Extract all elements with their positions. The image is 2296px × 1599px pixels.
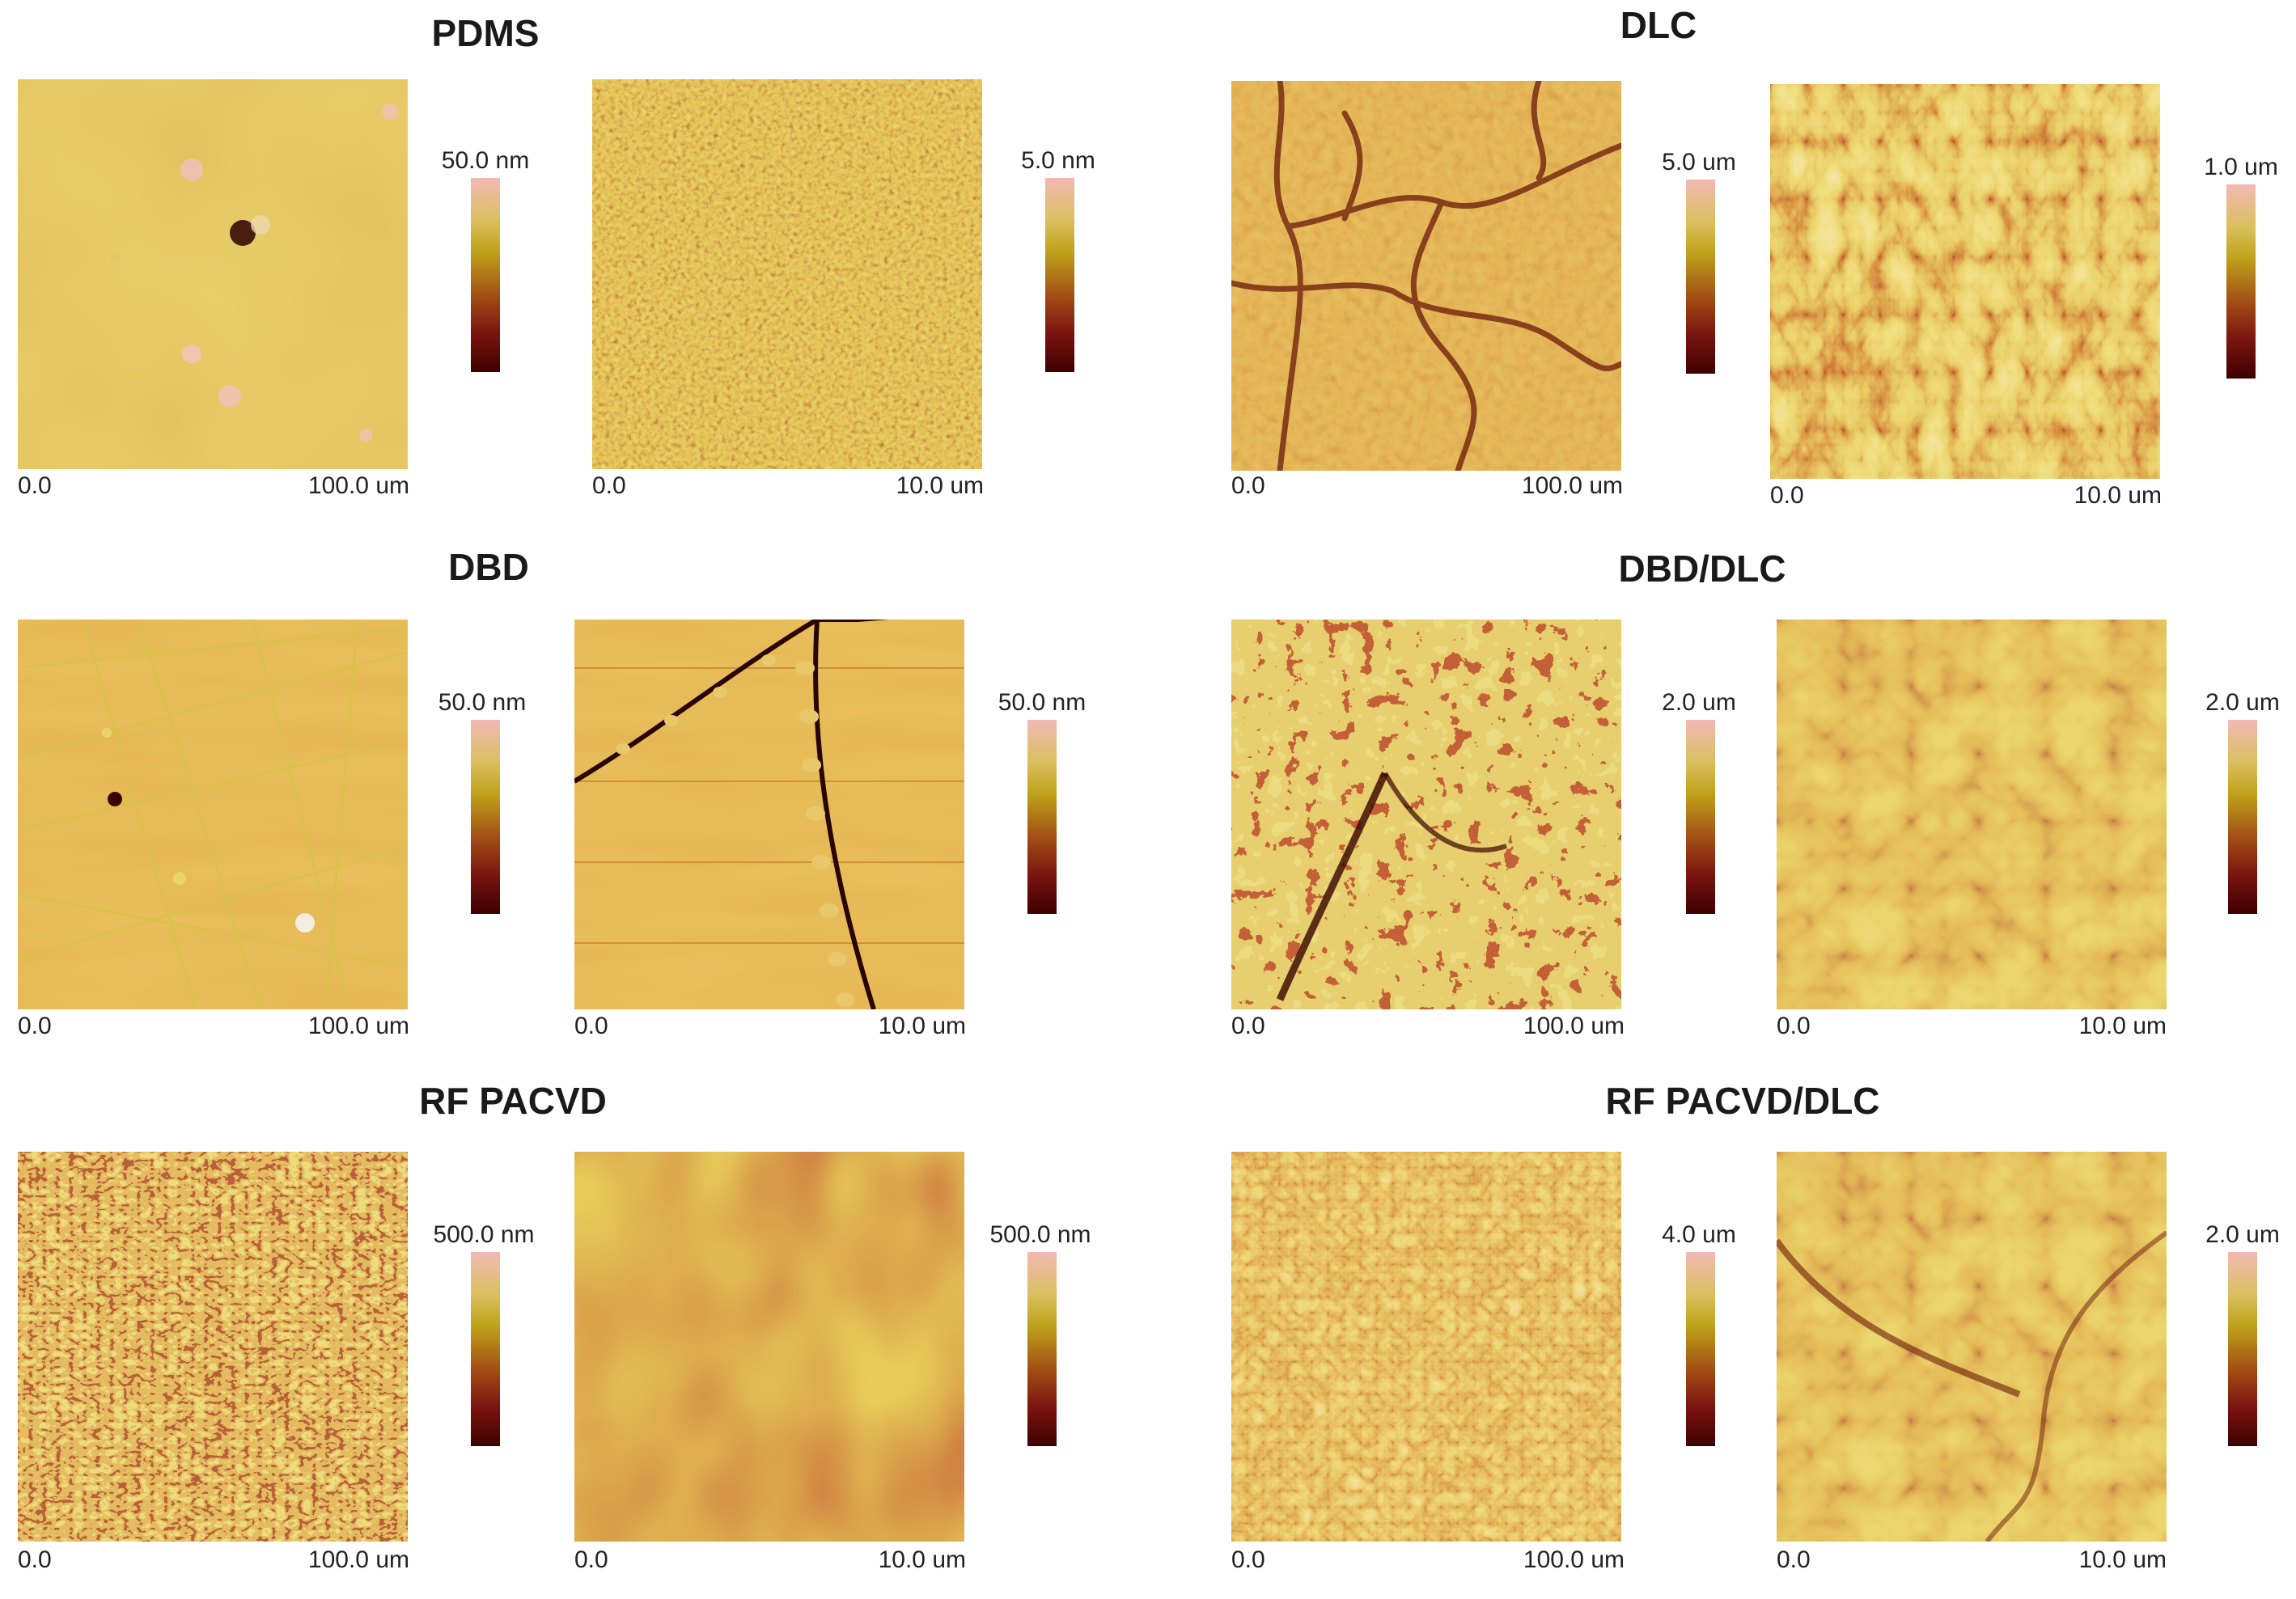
axis-end-rf-pacvd-10um: 10.0 um bbox=[878, 1546, 966, 1573]
scale-max-dlc-10um: 1.0 um bbox=[2204, 154, 2278, 180]
afm-image-dbd-10um bbox=[574, 620, 964, 1009]
colorbar-rf-pacvd-10um bbox=[1027, 1252, 1057, 1446]
colorbar-dbd-dlc-100um bbox=[1686, 720, 1715, 914]
axis-end-rf-pacvd-dlc-10um: 10.0 um bbox=[2078, 1546, 2167, 1573]
axis-start-rf-pacvd-10um: 0.0 bbox=[574, 1546, 608, 1573]
sample-title-dlc: DLC bbox=[1620, 4, 1697, 46]
afm-image-dbd-dlc-100um bbox=[1231, 620, 1621, 1009]
scale-max-dbd-100um: 50.0 nm bbox=[438, 689, 527, 716]
colorbar-dbd-10um bbox=[1027, 720, 1057, 914]
afm-image-dbd-dlc-10um bbox=[1777, 620, 2167, 1009]
afm-image-rf-pacvd-dlc-100um bbox=[1231, 1152, 1621, 1542]
axis-start-dbd-100um: 0.0 bbox=[18, 1013, 52, 1039]
axis-end-pdms-100um: 100.0 um bbox=[307, 472, 409, 499]
scale-max-dbd-dlc-10um: 2.0 um bbox=[2205, 689, 2280, 716]
colorbar-dlc-100um bbox=[1686, 180, 1715, 374]
colorbar-rf-pacvd-dlc-100um bbox=[1686, 1252, 1715, 1446]
axis-end-pdms-10um: 10.0 um bbox=[896, 472, 984, 499]
scale-max-dlc-100um: 5.0 um bbox=[1662, 149, 1736, 176]
sample-title-pdms: PDMS bbox=[431, 12, 540, 54]
axis-start-dlc-10um: 0.0 bbox=[1770, 482, 1804, 509]
colorbar-rf-pacvd-dlc-10um bbox=[2228, 1252, 2257, 1446]
scale-max-rf-pacvd-100um: 500.0 nm bbox=[433, 1221, 535, 1248]
sample-title-rf-pacvd-dlc: RF PACVD/DLC bbox=[1605, 1080, 1880, 1122]
axis-end-dbd-100um: 100.0 um bbox=[307, 1013, 409, 1039]
scale-max-rf-pacvd-10um: 500.0 nm bbox=[989, 1221, 1091, 1248]
axis-start-dbd-dlc-100um: 0.0 bbox=[1231, 1013, 1265, 1039]
colorbar-rf-pacvd-100um bbox=[471, 1252, 500, 1446]
afm-image-dlc-100um bbox=[1231, 81, 1621, 471]
axis-end-dlc-10um: 10.0 um bbox=[2074, 482, 2162, 509]
axis-end-rf-pacvd-dlc-100um: 100.0 um bbox=[1523, 1546, 1625, 1573]
afm-image-rf-pacvd-dlc-10um bbox=[1777, 1152, 2167, 1542]
sample-title-dbd-dlc: DBD/DLC bbox=[1618, 548, 1786, 590]
colorbar-dbd-100um bbox=[471, 720, 500, 914]
colorbar-pdms-10um bbox=[1045, 178, 1074, 372]
scale-max-dbd-10um: 50.0 nm bbox=[998, 689, 1087, 716]
colorbar-pdms-100um bbox=[471, 178, 500, 372]
axis-end-dbd-dlc-100um: 100.0 um bbox=[1523, 1013, 1625, 1039]
scale-max-rf-pacvd-dlc-100um: 4.0 um bbox=[1662, 1221, 1736, 1248]
colorbar-dbd-dlc-10um bbox=[2228, 720, 2257, 914]
afm-image-pdms-100um bbox=[18, 79, 408, 469]
axis-start-dbd-dlc-10um: 0.0 bbox=[1777, 1013, 1811, 1039]
scale-max-pdms-100um: 50.0 nm bbox=[441, 147, 530, 174]
axis-end-dbd-dlc-10um: 10.0 um bbox=[2078, 1013, 2167, 1039]
scale-max-rf-pacvd-dlc-10um: 2.0 um bbox=[2205, 1221, 2280, 1248]
axis-start-pdms-100um: 0.0 bbox=[18, 472, 52, 499]
sample-title-rf-pacvd: RF PACVD bbox=[419, 1080, 607, 1122]
axis-start-rf-pacvd-dlc-100um: 0.0 bbox=[1231, 1546, 1265, 1573]
axis-start-pdms-10um: 0.0 bbox=[592, 472, 626, 499]
afm-image-pdms-10um bbox=[592, 79, 982, 469]
axis-end-rf-pacvd-100um: 100.0 um bbox=[307, 1546, 409, 1573]
afm-image-dbd-100um bbox=[18, 620, 408, 1009]
axis-start-dlc-100um: 0.0 bbox=[1231, 472, 1265, 499]
axis-start-rf-pacvd-dlc-10um: 0.0 bbox=[1777, 1546, 1811, 1573]
scale-max-dbd-dlc-100um: 2.0 um bbox=[1662, 689, 1736, 716]
scale-max-pdms-10um: 5.0 nm bbox=[1021, 147, 1095, 174]
sample-title-dbd: DBD bbox=[448, 546, 529, 588]
axis-end-dlc-100um: 100.0 um bbox=[1521, 472, 1623, 499]
afm-image-dlc-10um bbox=[1770, 84, 2160, 479]
axis-end-dbd-10um: 10.0 um bbox=[878, 1013, 966, 1039]
colorbar-dlc-10um bbox=[2226, 184, 2256, 379]
axis-start-dbd-10um: 0.0 bbox=[574, 1013, 608, 1039]
afm-image-rf-pacvd-10um bbox=[574, 1152, 964, 1542]
axis-start-rf-pacvd-100um: 0.0 bbox=[18, 1546, 52, 1573]
afm-image-rf-pacvd-100um bbox=[18, 1152, 408, 1542]
